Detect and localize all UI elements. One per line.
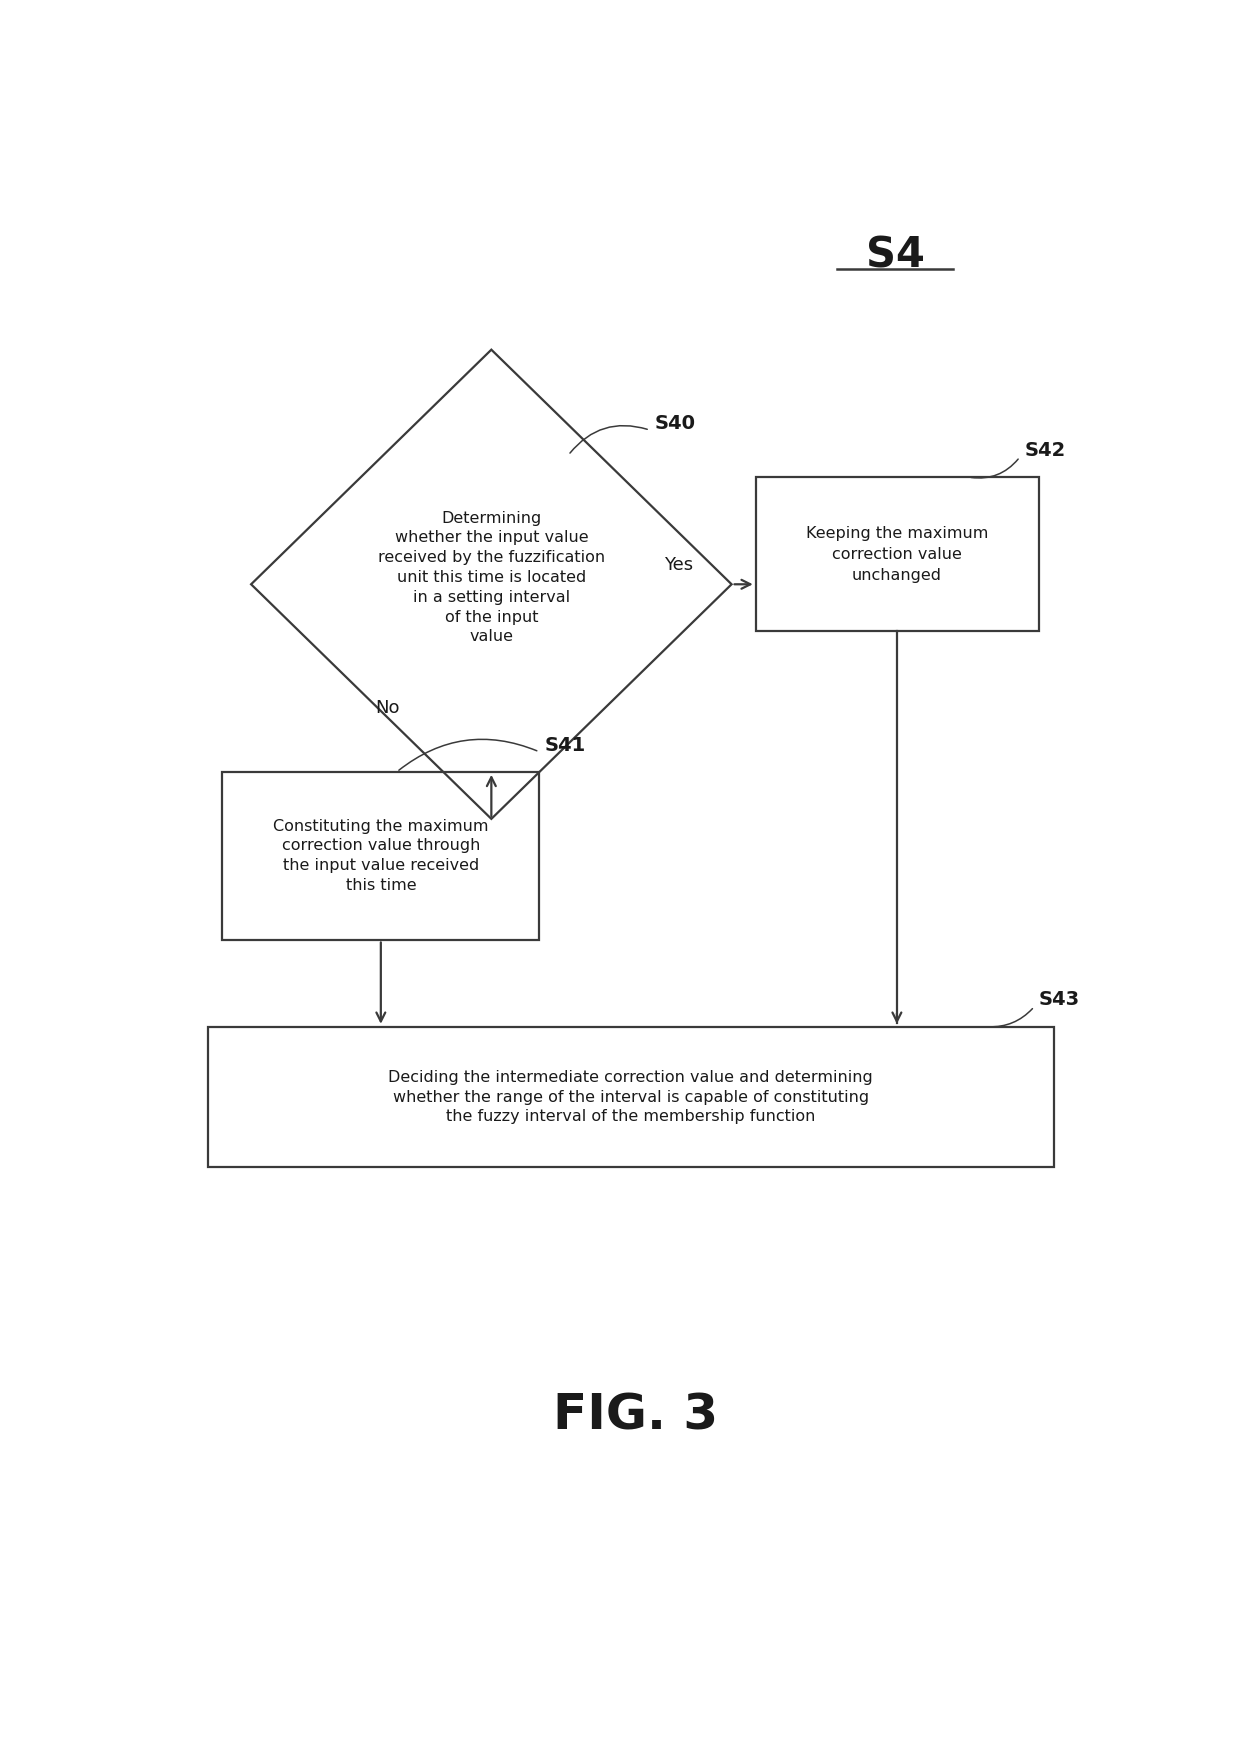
Text: Yes: Yes bbox=[665, 555, 693, 573]
Text: S40: S40 bbox=[655, 414, 696, 434]
Text: FIG. 3: FIG. 3 bbox=[553, 1391, 718, 1440]
Text: S42: S42 bbox=[1024, 440, 1066, 460]
Text: Constituting the maximum
correction value through
the input value received
this : Constituting the maximum correction valu… bbox=[273, 818, 489, 893]
Text: Deciding the intermediate correction value and determining
whether the range of : Deciding the intermediate correction val… bbox=[388, 1069, 873, 1125]
Bar bbox=[208, 1027, 1054, 1168]
Text: Keeping the maximum
correction value
unchanged: Keeping the maximum correction value unc… bbox=[806, 526, 988, 583]
Text: S43: S43 bbox=[1039, 991, 1080, 1010]
Text: No: No bbox=[376, 698, 401, 717]
Text: S41: S41 bbox=[544, 736, 585, 754]
Bar bbox=[755, 477, 1039, 632]
Text: S4: S4 bbox=[866, 235, 924, 277]
Bar bbox=[222, 771, 539, 940]
Text: Determining
whether the input value
received by the fuzzification
unit this time: Determining whether the input value rece… bbox=[378, 510, 605, 644]
